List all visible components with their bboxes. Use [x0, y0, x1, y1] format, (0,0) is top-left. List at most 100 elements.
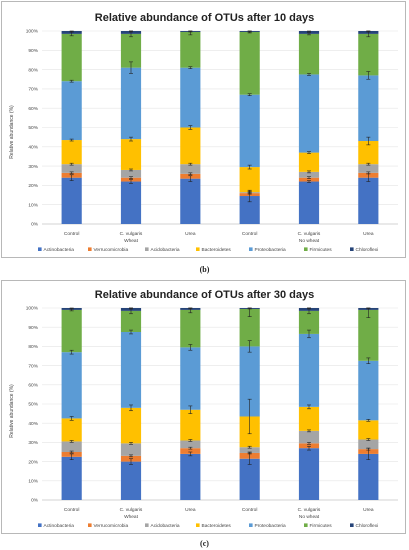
panel-label: (b)	[199, 265, 210, 274]
bar-segment-acidobacteria	[120, 169, 142, 178]
legend-swatch-firmicutes	[304, 247, 308, 251]
legend-swatch-proteobacteria	[249, 523, 253, 527]
bar-segment-chloroflexi	[298, 31, 320, 34]
bar-segment-verrucomicrobia	[298, 443, 320, 449]
bar-segment-actinobacteria	[120, 461, 142, 500]
bar-segment-firmicutes	[298, 33, 320, 75]
bar-segment-bacteroidetes	[358, 420, 379, 440]
legend-label: Acidobacteria	[151, 523, 180, 529]
bar-segment-bacteroidetes	[180, 127, 201, 165]
bar-segment-actinobacteria	[358, 177, 379, 224]
y-tick-label: 20%	[28, 183, 38, 189]
bar-segment-acidobacteria	[298, 171, 320, 178]
legend-label: Chloroflexi	[356, 523, 379, 529]
bar-segment-actinobacteria	[120, 181, 142, 224]
bar-segment-actinobacteria	[298, 181, 320, 224]
legend-swatch-bacteroidetes	[196, 523, 200, 527]
bar-segment-firmicutes	[61, 309, 82, 353]
legend-label: Chloroflexi	[356, 247, 379, 253]
bar-segment-actinobacteria	[180, 178, 201, 224]
x-tick-label: C. vulgaris	[120, 507, 143, 513]
stacked-bar-chart-30-days: Relative abundance of OTUs after 30 days…	[9, 289, 398, 529]
legend-swatch-acidobacteria	[145, 247, 149, 251]
y-axis-label: Relative abundance (%)	[9, 384, 15, 438]
stacked-bar-chart-10-days: Relative abundance of OTUs after 10 days…	[9, 12, 398, 253]
legend-swatch-verrucomicrobia	[88, 247, 92, 251]
bar-segment-actinobacteria	[358, 453, 379, 500]
y-tick-label: 90%	[28, 48, 38, 54]
bar-segment-bacteroidetes	[180, 409, 201, 441]
bar-segment-acidobacteria	[61, 441, 82, 452]
legend-label: Verrucomicrobia	[94, 247, 129, 253]
y-tick-label: 60%	[28, 106, 38, 112]
bar-segment-bacteroidetes	[61, 418, 82, 442]
x-tick-label: Control	[242, 507, 257, 513]
bar-segment-actinobacteria	[239, 458, 260, 500]
bar-segment-acidobacteria	[239, 447, 260, 453]
x-tick-label: C. vulgaris	[298, 507, 321, 513]
bar-segment-actinobacteria	[239, 196, 260, 224]
legend-label: Verrucomicrobia	[94, 523, 129, 529]
legend-swatch-bacteroidetes	[196, 247, 200, 251]
y-tick-label: 10%	[28, 479, 38, 485]
bar-segment-proteobacteria	[239, 346, 260, 417]
bar-segment-firmicutes	[298, 310, 320, 334]
legend-label: Acidobacteria	[151, 247, 180, 253]
bar-segment-bacteroidetes	[120, 139, 142, 170]
x-tick-label: Control	[242, 231, 257, 237]
bar-segment-bacteroidetes	[61, 140, 82, 165]
legend-label: Bacteroidetes	[202, 523, 232, 529]
bar-segment-firmicutes	[180, 309, 201, 348]
x-tick-label: Control	[64, 231, 79, 237]
bar-segment-actinobacteria	[180, 453, 201, 500]
chart-title: Relative abundance of OTUs after 30 days	[95, 289, 314, 301]
x-tick-label: Urea	[185, 507, 196, 513]
bar-segment-bacteroidetes	[298, 406, 320, 431]
y-tick-label: 90%	[28, 325, 38, 331]
legend-swatch-actinobacteria	[38, 523, 42, 527]
bar-segment-firmicutes	[61, 33, 82, 82]
bar-segment-proteobacteria	[120, 67, 142, 140]
y-tick-label: 50%	[28, 125, 38, 131]
bar-segment-proteobacteria	[180, 347, 201, 410]
bar-segment-bacteroidetes	[298, 152, 320, 172]
bar-segment-acidobacteria	[298, 430, 320, 444]
legend-label: Bacteroidetes	[202, 247, 232, 253]
x-tick-label: C. vulgaris	[298, 231, 321, 237]
bar-segment-actinobacteria	[298, 448, 320, 500]
bar-segment-bacteroidetes	[358, 141, 379, 165]
bar-segment-bacteroidetes	[239, 167, 260, 193]
legend-swatch-chloroflexi	[350, 523, 354, 527]
bar-segment-firmicutes	[120, 310, 142, 332]
legend-label: Firmicutes	[310, 523, 333, 529]
x-tick-label: Urea	[185, 231, 196, 237]
bar-segment-proteobacteria	[298, 333, 320, 407]
bar-segment-firmicutes	[180, 31, 201, 68]
bar-segment-firmicutes	[120, 33, 142, 68]
bar-segment-bacteroidetes	[120, 407, 142, 444]
y-tick-label: 0%	[31, 498, 39, 504]
legend-label: Proteobacteria	[255, 523, 287, 529]
legend-label: Firmicutes	[310, 247, 333, 253]
y-tick-label: 100%	[26, 306, 39, 312]
bar-segment-proteobacteria	[239, 94, 260, 168]
legend-swatch-chloroflexi	[350, 247, 354, 251]
y-tick-label: 70%	[28, 87, 38, 93]
y-tick-label: 30%	[28, 440, 38, 446]
x-tick-label: Urea	[363, 231, 374, 237]
bar-segment-acidobacteria	[120, 443, 142, 456]
bar-segment-proteobacteria	[61, 352, 82, 419]
panel-label: (c)	[200, 539, 209, 548]
legend-label: Proteobacteria	[255, 247, 287, 253]
x-tick-label: Control	[64, 507, 79, 513]
legend-swatch-acidobacteria	[145, 523, 149, 527]
y-tick-label: 10%	[28, 202, 38, 208]
y-tick-label: 40%	[28, 145, 38, 151]
bar-segment-actinobacteria	[61, 456, 82, 500]
group-label: No wheat	[299, 514, 320, 520]
y-axis-label: Relative abundance (%)	[9, 105, 15, 159]
y-tick-label: 40%	[28, 421, 38, 427]
legend-swatch-proteobacteria	[249, 247, 253, 251]
bar-segment-firmicutes	[239, 31, 260, 95]
bar-segment-verrucomicrobia	[180, 448, 201, 454]
